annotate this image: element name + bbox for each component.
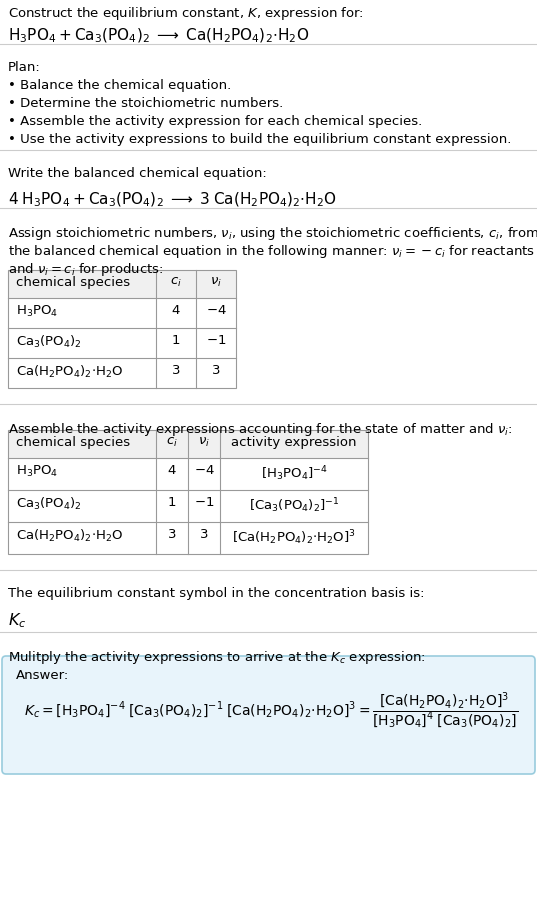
- Bar: [8, 430, 368, 555]
- Text: $[\mathrm{Ca(H_2PO_4)_2{\cdot}H_2O}]^3$: $[\mathrm{Ca(H_2PO_4)_2{\cdot}H_2O}]^3$: [232, 528, 356, 546]
- Text: • Use the activity expressions to build the equilibrium constant expression.: • Use the activity expressions to build …: [8, 133, 511, 146]
- Text: 1: 1: [172, 334, 180, 346]
- Text: chemical species: chemical species: [16, 436, 130, 448]
- Text: 1: 1: [168, 495, 176, 509]
- Text: Assign stoichiometric numbers, $\nu_i$, using the stoichiometric coefficients, $: Assign stoichiometric numbers, $\nu_i$, …: [8, 225, 537, 242]
- Text: $-1$: $-1$: [194, 495, 214, 509]
- Text: $\mathrm{Ca(H_2PO_4)_2{\cdot}H_2O}$: $\mathrm{Ca(H_2PO_4)_2{\cdot}H_2O}$: [16, 528, 124, 544]
- Text: $\mathrm{Ca_3(PO_4)_2}$: $\mathrm{Ca_3(PO_4)_2}$: [16, 334, 82, 350]
- Bar: [8, 271, 236, 299]
- Text: 3: 3: [200, 528, 208, 540]
- Text: and $\nu_i = c_i$ for products:: and $\nu_i = c_i$ for products:: [8, 261, 164, 278]
- Text: $c_i$: $c_i$: [170, 276, 182, 289]
- Text: Assemble the activity expressions accounting for the state of matter and $\nu_i$: Assemble the activity expressions accoun…: [8, 420, 513, 437]
- Text: • Balance the chemical equation.: • Balance the chemical equation.: [8, 78, 231, 92]
- Text: 3: 3: [212, 364, 220, 376]
- Text: $K_c$: $K_c$: [8, 611, 26, 629]
- Text: $\mathrm{Ca(H_2PO_4)_2{\cdot}H_2O}$: $\mathrm{Ca(H_2PO_4)_2{\cdot}H_2O}$: [16, 364, 124, 380]
- Text: 4: 4: [168, 464, 176, 476]
- Text: chemical species: chemical species: [16, 276, 130, 289]
- FancyBboxPatch shape: [2, 657, 535, 774]
- Text: the balanced chemical equation in the following manner: $\nu_i = -c_i$ for react: the balanced chemical equation in the fo…: [8, 243, 535, 260]
- Text: $-1$: $-1$: [206, 334, 226, 346]
- Bar: [8, 430, 368, 458]
- Text: The equilibrium constant symbol in the concentration basis is:: The equilibrium constant symbol in the c…: [8, 586, 425, 599]
- Text: $K_c = [\mathrm{H_3PO_4}]^{-4}\;[\mathrm{Ca_3(PO_4)_2}]^{-1}\;[\mathrm{Ca(H_2PO_: $K_c = [\mathrm{H_3PO_4}]^{-4}\;[\mathrm…: [24, 690, 518, 731]
- Text: $\mathrm{H_3PO_4 + Ca_3(PO_4)_2 \;\longrightarrow\; Ca(H_2PO_4)_2{\cdot}H_2O}$: $\mathrm{H_3PO_4 + Ca_3(PO_4)_2 \;\longr…: [8, 27, 309, 45]
- Text: $\mathrm{4\;H_3PO_4 + Ca_3(PO_4)_2 \;\longrightarrow\; 3\;Ca(H_2PO_4)_2{\cdot}H_: $\mathrm{4\;H_3PO_4 + Ca_3(PO_4)_2 \;\lo…: [8, 191, 337, 209]
- Text: 4: 4: [172, 304, 180, 317]
- Bar: [8, 271, 236, 389]
- Text: 3: 3: [172, 364, 180, 376]
- Text: Mulitply the activity expressions to arrive at the $K_c$ expression:: Mulitply the activity expressions to arr…: [8, 649, 426, 666]
- Text: $[\mathrm{H_3PO_4}]^{-4}$: $[\mathrm{H_3PO_4}]^{-4}$: [260, 464, 328, 483]
- Text: $\nu_i$: $\nu_i$: [210, 276, 222, 289]
- Text: Plan:: Plan:: [8, 61, 41, 74]
- Text: 3: 3: [168, 528, 176, 540]
- Text: Answer:: Answer:: [16, 668, 69, 681]
- Text: $\mathrm{Ca_3(PO_4)_2}$: $\mathrm{Ca_3(PO_4)_2}$: [16, 495, 82, 511]
- Text: $[\mathrm{Ca_3(PO_4)_2}]^{-1}$: $[\mathrm{Ca_3(PO_4)_2}]^{-1}$: [249, 495, 339, 514]
- Text: • Assemble the activity expression for each chemical species.: • Assemble the activity expression for e…: [8, 115, 422, 128]
- Text: $\mathrm{H_3PO_4}$: $\mathrm{H_3PO_4}$: [16, 464, 58, 479]
- Text: $\nu_i$: $\nu_i$: [198, 436, 210, 448]
- Text: $\mathrm{H_3PO_4}$: $\mathrm{H_3PO_4}$: [16, 304, 58, 318]
- Text: • Determine the stoichiometric numbers.: • Determine the stoichiometric numbers.: [8, 97, 283, 110]
- Text: $-4$: $-4$: [206, 304, 227, 317]
- Text: Write the balanced chemical equation:: Write the balanced chemical equation:: [8, 167, 267, 179]
- Text: Construct the equilibrium constant, $K$, expression for:: Construct the equilibrium constant, $K$,…: [8, 5, 364, 22]
- Text: activity expression: activity expression: [231, 436, 357, 448]
- Text: $c_i$: $c_i$: [166, 436, 178, 448]
- Text: $-4$: $-4$: [194, 464, 214, 476]
